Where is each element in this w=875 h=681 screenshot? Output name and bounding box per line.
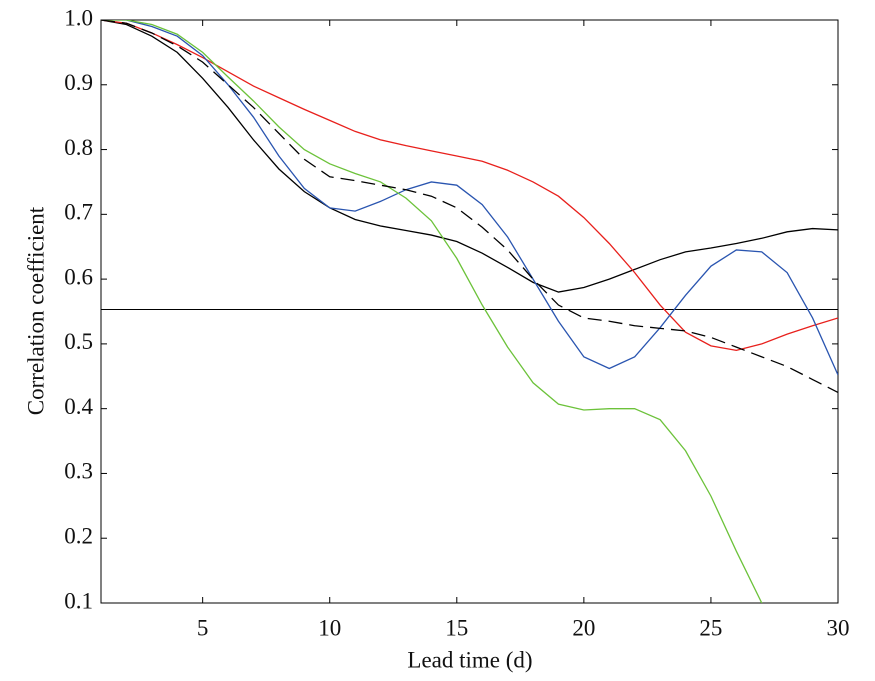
- x-tick-label: 20: [572, 615, 595, 640]
- x-tick-label: 10: [318, 615, 341, 640]
- series-line: [101, 20, 838, 293]
- x-tick-label: 15: [445, 615, 468, 640]
- y-tick-label: 0.7: [64, 200, 93, 225]
- y-tick-label: 0.4: [64, 394, 93, 419]
- series-line: [101, 20, 763, 603]
- y-tick-label: 0.6: [64, 264, 93, 289]
- y-tick-label: 0.8: [64, 135, 93, 160]
- x-tick-label: 25: [699, 615, 722, 640]
- y-axis-label: Correlation coefficient: [23, 206, 48, 415]
- series-line: [101, 20, 838, 394]
- y-tick-label: 0.2: [64, 524, 93, 549]
- y-tick-label: 0.5: [64, 329, 93, 354]
- series-line: [101, 20, 838, 376]
- y-tick-label: 0.9: [64, 70, 93, 95]
- plot-lines: [101, 20, 838, 603]
- y-tick-label: 0.3: [64, 459, 93, 484]
- series-line: [101, 20, 838, 352]
- plot-frame: [100, 19, 839, 604]
- y-tick-label: 1.0: [64, 5, 93, 30]
- y-tick-label: 0.1: [64, 588, 93, 613]
- x-tick-label: 5: [197, 615, 209, 640]
- x-tick-label: 30: [827, 615, 850, 640]
- x-axis-label: Lead time (d): [407, 647, 532, 672]
